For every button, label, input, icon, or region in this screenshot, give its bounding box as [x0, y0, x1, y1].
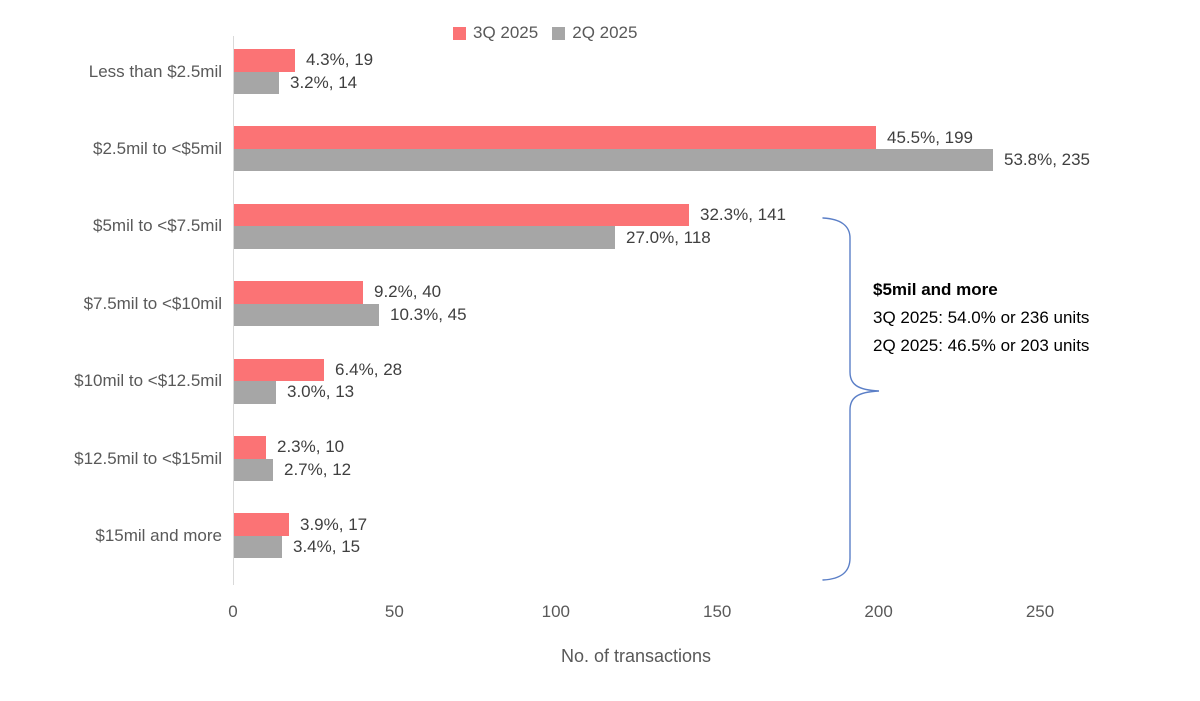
bar-label: 10.3%, 45: [390, 304, 467, 324]
legend-label-3q2025: 3Q 2025: [473, 23, 539, 42]
bar-2q-2025: [234, 226, 615, 249]
x-tick-label: 250: [1025, 602, 1055, 621]
x-tick-label: 150: [703, 602, 732, 621]
bar-label: 6.4%, 28: [335, 359, 403, 379]
bar-2q-2025: [234, 148, 993, 172]
x-tick-label: 200: [864, 602, 893, 621]
bar-label: 2.3%, 10: [277, 437, 345, 457]
bar-3q-2025: [234, 358, 324, 382]
bar-2q-2025: [234, 535, 282, 559]
category-label: Less than $2.5mil: [88, 61, 222, 81]
bar-label: 4.3%, 19: [306, 50, 374, 70]
bar-2q-2025: [234, 458, 273, 481]
curly-brace-annotation-shape: [822, 217, 880, 581]
bar-label: 3.4%, 15: [293, 537, 361, 557]
legend-label-2q2025: 2Q 2025: [572, 23, 638, 42]
bar-2q-2025: [234, 303, 379, 327]
legend-swatch-2q2025-icon: [552, 26, 566, 40]
bar-label: 45.5%, 199: [887, 127, 974, 147]
bar-label: 9.2%, 40: [374, 282, 442, 302]
bar-2q-2025: [234, 381, 276, 404]
category-label: $5mil to <$7.5mil: [93, 216, 222, 236]
bar-3q-2025: [234, 126, 876, 149]
category-label: $15mil and more: [95, 525, 222, 545]
x-axis-title: No. of transactions: [560, 646, 712, 666]
bar-3q-2025: [234, 281, 363, 304]
annotation-title: $5mil and more: [873, 280, 998, 299]
y-axis-line: [233, 36, 234, 585]
legend-swatch-3q2025-icon: [453, 26, 466, 40]
bar-label: 3.9%, 17: [300, 514, 368, 534]
x-tick-label: 0: [228, 602, 238, 621]
annotation-line-2q: 2Q 2025: 46.5% or 203 units: [873, 336, 1090, 355]
x-tick-label: 100: [541, 602, 570, 621]
category-label: $12.5mil to <$15mil: [74, 448, 222, 468]
bar-label: 53.8%, 235: [1004, 150, 1091, 170]
bar-2q-2025: [234, 71, 279, 94]
bar-label: 32.3%, 141: [700, 205, 787, 225]
legend-item-3q2025: 3Q 2025: [453, 23, 538, 43]
legend: 3Q 2025 2Q 2025: [453, 23, 637, 43]
annotation-line-3q: 3Q 2025: 54.0% or 236 units: [873, 308, 1090, 327]
bar-3q-2025: [234, 436, 266, 459]
category-label: $2.5mil to <$5mil: [93, 138, 222, 158]
bar-3q-2025: [234, 203, 689, 227]
bar-3q-2025: [234, 49, 295, 72]
legend-item-2q2025: 2Q 2025: [552, 23, 637, 43]
bar-label: 27.0%, 118: [626, 227, 711, 247]
bar-label: 3.0%, 13: [287, 382, 355, 402]
bar-label: 2.7%, 12: [284, 459, 352, 479]
category-label: $10mil to <$12.5mil: [74, 371, 222, 391]
annotation-text-block: $5mil and more 3Q 2025: 54.0% or 236 uni…: [873, 276, 1089, 360]
x-tick-label: 50: [384, 602, 404, 621]
bar-label: 3.2%, 14: [290, 72, 358, 92]
bar-3q-2025: [234, 513, 289, 536]
category-label: $7.5mil to <$10mil: [83, 293, 222, 313]
